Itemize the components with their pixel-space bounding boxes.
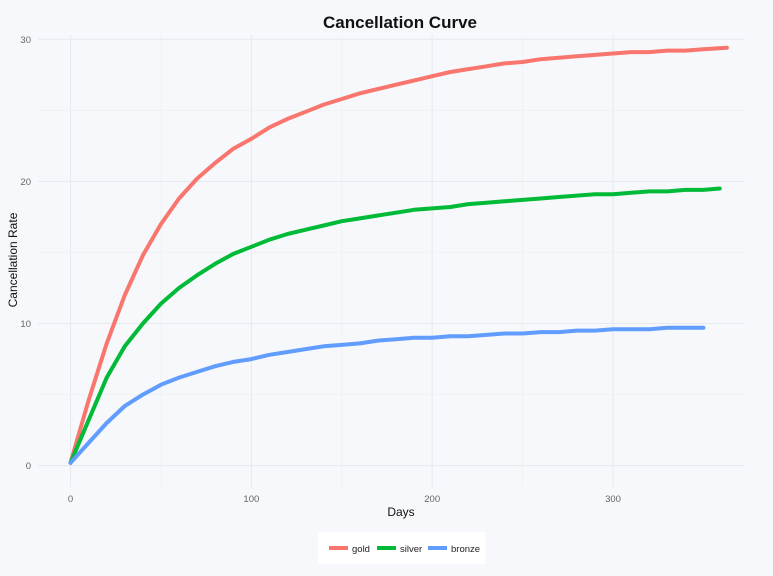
x-axis-ticks: 0 100 200 300 [68, 494, 621, 505]
legend-label-gold: gold [352, 544, 370, 555]
y-tick-label: 30 [20, 35, 31, 46]
legend-label-silver: silver [400, 544, 422, 555]
x-tick-label: 300 [605, 494, 621, 505]
y-axis-label: Cancellation Rate [6, 212, 20, 307]
x-axis-label: Days [387, 505, 414, 519]
x-tick-label: 0 [68, 494, 73, 505]
legend: gold silver bronze [318, 532, 485, 564]
legend-label-bronze: bronze [451, 544, 480, 555]
y-tick-label: 10 [20, 319, 31, 330]
x-tick-label: 100 [243, 494, 259, 505]
series-line-gold [68, 45, 729, 465]
y-axis-ticks: 0 10 20 30 [20, 35, 31, 472]
series-line-silver [68, 186, 722, 465]
y-tick-label: 0 [26, 461, 31, 472]
series-lines [68, 45, 729, 465]
y-tick-label: 20 [20, 177, 31, 188]
series-line-bronze [68, 325, 706, 465]
chart-title: Cancellation Curve [323, 13, 477, 32]
grid [38, 35, 745, 487]
x-tick-label: 200 [424, 494, 440, 505]
